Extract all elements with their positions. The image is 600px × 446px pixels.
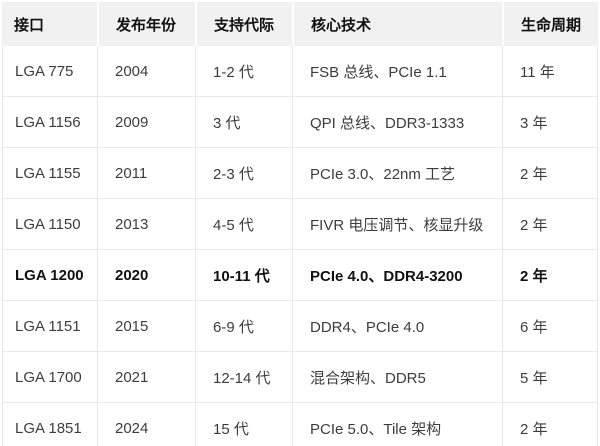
cell-lifecycle: 3 年	[502, 97, 598, 148]
cell-tech: FSB 总线、PCIe 1.1	[292, 46, 502, 97]
cell-year: 2013	[97, 199, 195, 250]
cell-lifecycle: 6 年	[502, 301, 598, 352]
cell-year: 2011	[97, 148, 195, 199]
table-row: LGA 1150 2013 4-5 代 FIVR 电压调节、核显升级 2 年	[2, 199, 598, 250]
cell-tech: FIVR 电压调节、核显升级	[292, 199, 502, 250]
cell-interface: LGA 1150	[2, 199, 97, 250]
cell-interface: LGA 1151	[2, 301, 97, 352]
cell-generations: 4-5 代	[195, 199, 292, 250]
cell-lifecycle: 2 年	[502, 250, 598, 301]
table-row: LGA 1200 2020 10-11 代 PCIe 4.0、DDR4-3200 2 年	[2, 250, 598, 301]
cell-tech: PCIe 3.0、22nm 工艺	[292, 148, 502, 199]
column-header-interface: 接口	[2, 2, 97, 46]
table-row: LGA 1155 2011 2-3 代 PCIe 3.0、22nm 工艺 2 年	[2, 148, 598, 199]
cell-generations: 10-11 代	[195, 250, 292, 301]
cell-year: 2004	[97, 46, 195, 97]
cell-interface: LGA 1155	[2, 148, 97, 199]
column-header-tech: 核心技术	[292, 2, 502, 46]
column-header-generations: 支持代际	[195, 2, 292, 46]
cell-interface: LGA 1156	[2, 97, 97, 148]
table-row: LGA 1851 2024 15 代 PCIe 5.0、Tile 架构 2 年	[2, 403, 598, 446]
cell-generations: 6-9 代	[195, 301, 292, 352]
column-header-year: 发布年份	[97, 2, 195, 46]
cell-tech: DDR4、PCIe 4.0	[292, 301, 502, 352]
cell-generations: 1-2 代	[195, 46, 292, 97]
cell-year: 2015	[97, 301, 195, 352]
cell-tech: PCIe 4.0、DDR4-3200	[292, 250, 502, 301]
cell-year: 2020	[97, 250, 195, 301]
cell-interface: LGA 775	[2, 46, 97, 97]
cell-year: 2024	[97, 403, 195, 446]
cell-tech: 混合架构、DDR5	[292, 352, 502, 403]
cell-tech: PCIe 5.0、Tile 架构	[292, 403, 502, 446]
cell-lifecycle: 5 年	[502, 352, 598, 403]
cell-lifecycle: 2 年	[502, 148, 598, 199]
cell-year: 2009	[97, 97, 195, 148]
cell-lifecycle: 2 年	[502, 403, 598, 446]
cell-interface: LGA 1700	[2, 352, 97, 403]
table-row: LGA 1700 2021 12-14 代混合架构、DDR5 5 年	[2, 352, 598, 403]
cell-generations: 3 代	[195, 97, 292, 148]
cell-interface: LGA 1851	[2, 403, 97, 446]
cell-tech: QPI 总线、DDR3-1333	[292, 97, 502, 148]
table-row: LGA 775 2004 1-2 代 FSB 总线、PCIe 1.1 11 年	[2, 46, 598, 97]
table-row: LGA 1156 2009 3 代 QPI 总线、DDR3-1333 3 年	[2, 97, 598, 148]
column-header-lifecycle: 生命周期	[502, 2, 598, 46]
cell-interface: LGA 1200	[2, 250, 97, 301]
cell-lifecycle: 11 年	[502, 46, 598, 97]
table-header-row: 接口 发布年份 支持代际 核心技术 生命周期	[2, 2, 598, 46]
table-row: LGA 1151 2015 6-9 代 DDR4、PCIe 4.0 6 年	[2, 301, 598, 352]
cell-year: 2021	[97, 352, 195, 403]
cell-generations: 12-14 代	[195, 352, 292, 403]
cell-generations: 15 代	[195, 403, 292, 446]
cell-generations: 2-3 代	[195, 148, 292, 199]
cell-lifecycle: 2 年	[502, 199, 598, 250]
